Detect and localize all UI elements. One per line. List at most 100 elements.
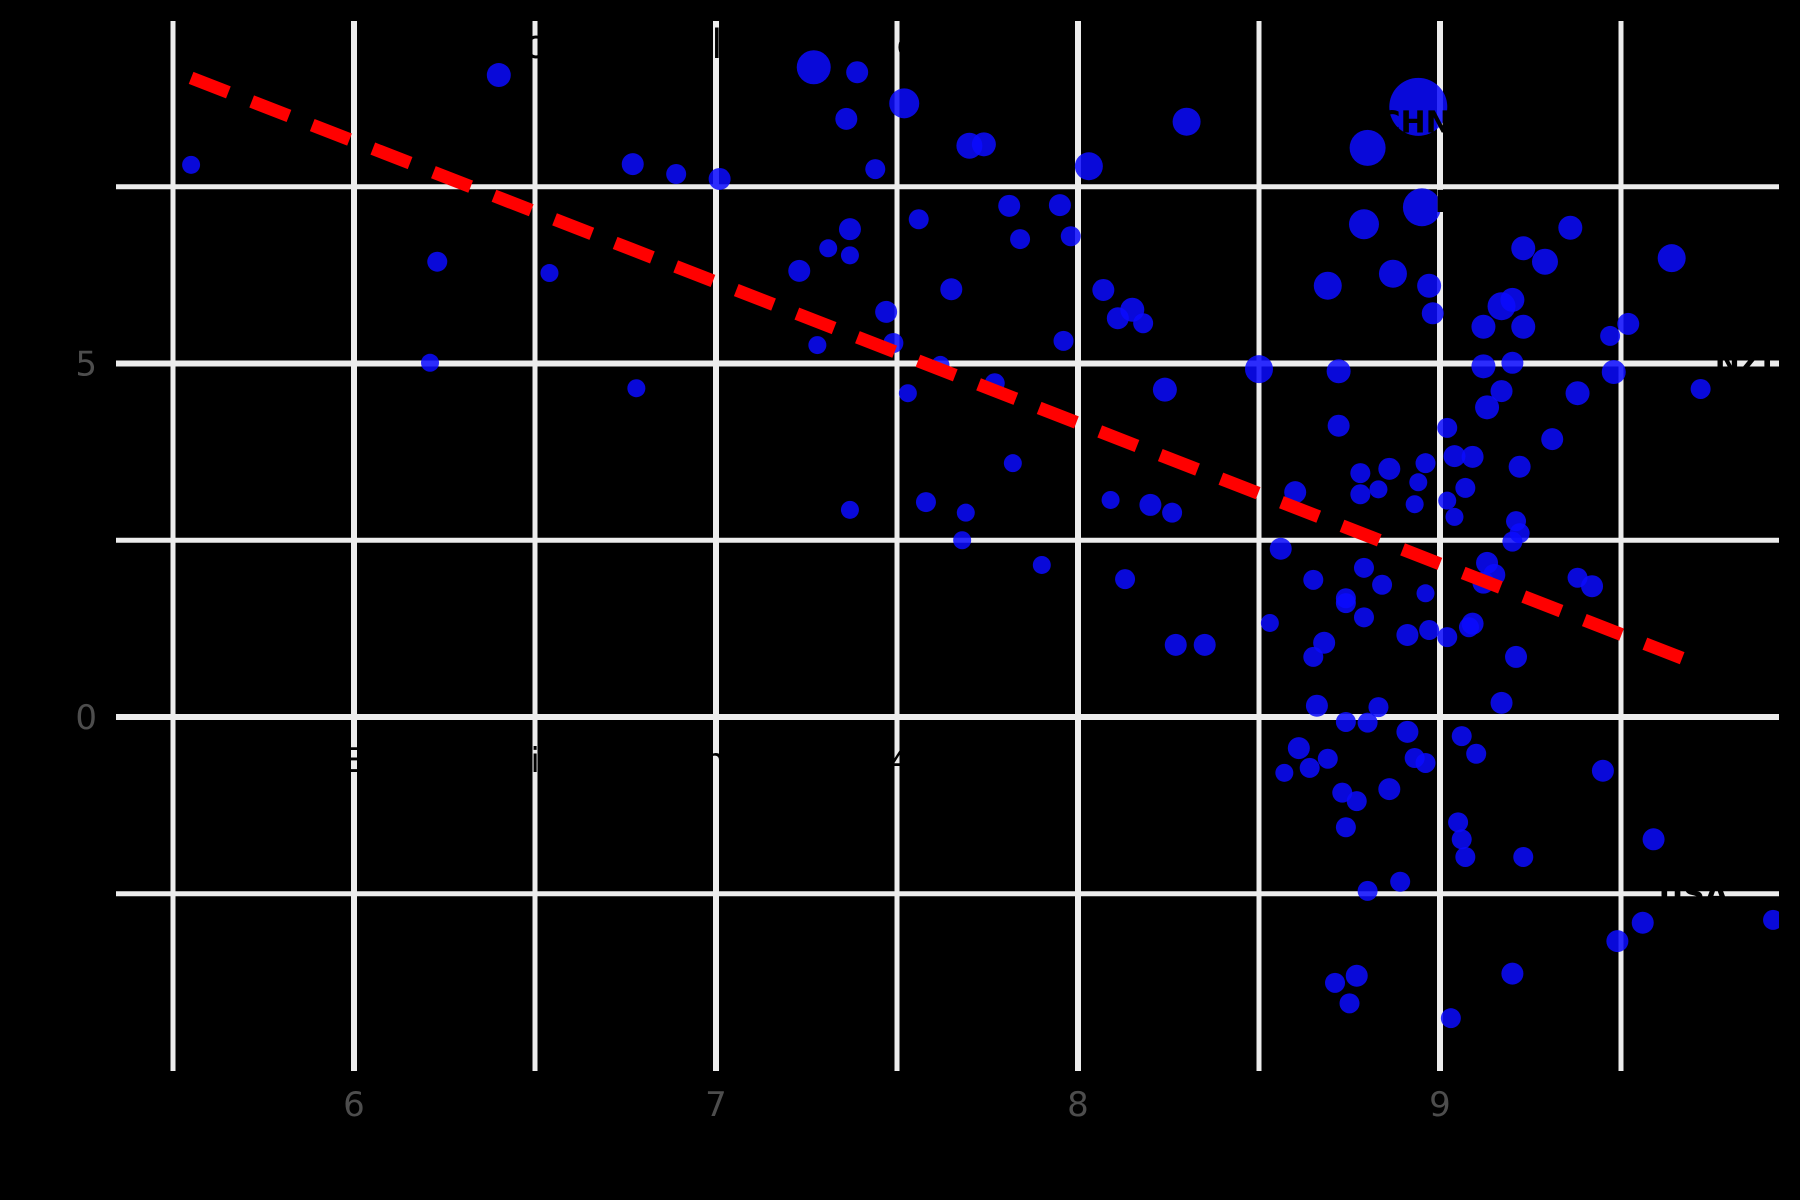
axis-tick-labels: 6 7 8 9 0 5 <box>75 345 1450 1126</box>
data-point <box>1378 457 1401 480</box>
data-point <box>889 88 920 119</box>
data-point <box>1565 381 1590 406</box>
data-point <box>627 379 646 398</box>
data-point <box>1032 555 1051 574</box>
data-point <box>1139 493 1162 516</box>
data-point <box>1461 612 1484 635</box>
data-point <box>1349 129 1386 166</box>
data-point <box>1421 302 1444 325</box>
trend-line-layer <box>188 71 1689 666</box>
data-point <box>846 61 869 84</box>
data-point <box>1115 569 1136 590</box>
country-label: USA <box>1659 877 1729 912</box>
data-point <box>1558 215 1583 240</box>
data-point <box>666 164 687 185</box>
data-point <box>486 63 511 88</box>
data-point <box>1440 1008 1461 1029</box>
country-label: CHN <box>1379 106 1451 141</box>
data-point <box>1763 909 1779 930</box>
data-point <box>1313 271 1342 300</box>
data-point <box>1451 726 1472 747</box>
data-point <box>1490 691 1513 714</box>
data-point <box>1419 620 1440 641</box>
data-point <box>1591 759 1614 782</box>
data-point <box>908 209 929 230</box>
data-point <box>421 353 440 372</box>
y-tick-label: 0 <box>75 698 97 738</box>
data-point <box>1074 152 1103 181</box>
data-point <box>915 492 936 513</box>
data-point <box>808 336 827 355</box>
data-point <box>1162 502 1183 523</box>
data-point <box>1260 613 1279 632</box>
data-point <box>1369 480 1388 499</box>
data-point <box>956 503 975 522</box>
data-point <box>1303 646 1324 667</box>
data-point <box>1601 359 1626 384</box>
data-point <box>819 239 838 258</box>
data-point <box>998 194 1021 217</box>
data-point <box>1642 828 1665 851</box>
data-point <box>1461 445 1484 468</box>
data-point <box>796 50 831 85</box>
data-point <box>1313 631 1336 654</box>
data-point <box>1284 481 1307 504</box>
data-point <box>1471 354 1496 379</box>
data-point <box>1275 763 1294 782</box>
x-tick-label: 6 <box>343 1085 365 1125</box>
data-point <box>1303 569 1324 590</box>
data-point <box>1451 829 1472 850</box>
data-point <box>1511 236 1536 261</box>
data-point <box>1690 378 1711 399</box>
data-point <box>1152 377 1177 402</box>
data-point <box>1193 633 1216 656</box>
data-point <box>1287 737 1310 760</box>
data-point <box>1631 911 1654 934</box>
data-point <box>1606 930 1629 953</box>
x-tick-label: 9 <box>1429 1085 1451 1125</box>
data-point <box>1378 259 1407 288</box>
in-panel-annotation: Each point is one country (n = 142) <box>340 741 947 781</box>
data-point <box>840 500 859 519</box>
data-point <box>1053 330 1074 351</box>
data-point <box>1508 455 1531 478</box>
data-point <box>1372 574 1393 595</box>
country-labels: CHN IND NZL USA <box>1379 106 1779 912</box>
data-point <box>1378 778 1401 801</box>
data-point <box>1350 463 1371 484</box>
data-point <box>1415 752 1436 773</box>
data-point <box>1417 273 1442 298</box>
data-point <box>1357 712 1378 733</box>
data-point <box>1455 477 1476 498</box>
data-point <box>1299 757 1320 778</box>
data-point <box>182 155 201 174</box>
data-point <box>1531 248 1558 275</box>
data-point <box>1327 414 1350 437</box>
data-point <box>1164 633 1187 656</box>
data-point <box>1269 537 1292 560</box>
data-point <box>1389 77 1448 136</box>
x-tick-label: 7 <box>705 1085 727 1125</box>
data-point <box>1409 473 1428 492</box>
data-point <box>1657 244 1686 273</box>
data-point <box>1511 314 1536 339</box>
data-point <box>840 246 859 265</box>
data-point <box>1415 453 1436 474</box>
data-point <box>838 218 861 241</box>
data-point <box>1317 748 1338 769</box>
data-point <box>1443 445 1466 468</box>
data-point <box>1345 964 1368 987</box>
data-point <box>1402 188 1441 227</box>
title-and-annotation-layer: Unconditional convergence Each point is o… <box>340 22 993 781</box>
data-point <box>788 259 811 282</box>
data-point <box>1505 645 1528 668</box>
data-point <box>1353 557 1374 578</box>
data-point <box>1437 417 1458 438</box>
data-point <box>1490 380 1513 403</box>
data-point <box>1416 584 1435 603</box>
data-point <box>1437 627 1458 648</box>
data-point <box>1475 395 1500 420</box>
chart-title: Unconditional convergence <box>447 22 993 68</box>
